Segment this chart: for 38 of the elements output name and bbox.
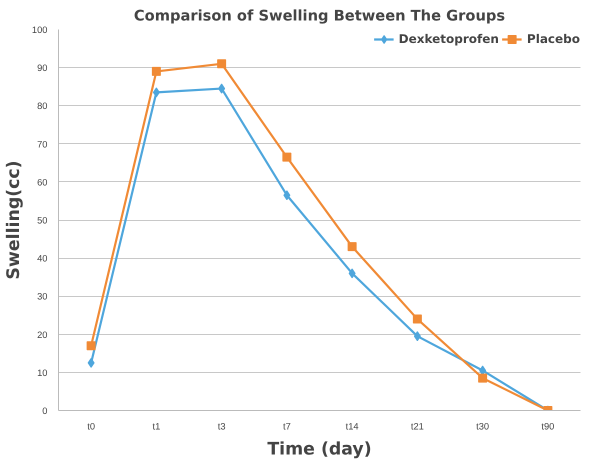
x-tick-label: t90	[541, 422, 554, 432]
y-tick-label: 60	[37, 177, 48, 188]
point	[152, 87, 160, 98]
x-tick-label: t14	[346, 422, 359, 432]
y-tick-label: 100	[32, 25, 48, 35]
point	[282, 152, 292, 162]
x-axis-title: Time (day)	[267, 440, 372, 460]
y-tick-label: 30	[37, 292, 48, 302]
x-tick-label: t3	[218, 422, 226, 432]
y-tick-label: 50	[37, 216, 48, 226]
point	[414, 331, 421, 342]
point	[478, 374, 488, 383]
y-tick-label: 40	[37, 254, 48, 264]
point	[152, 66, 161, 76]
point	[283, 190, 290, 200]
x-tick-label: t1	[152, 422, 160, 432]
legend-label: Dexketoprofen	[398, 32, 499, 46]
point	[86, 341, 96, 350]
point	[348, 242, 357, 252]
point	[88, 358, 95, 368]
y-tick-label: 70	[37, 139, 48, 150]
point	[218, 84, 226, 94]
point	[348, 268, 356, 278]
x-tick-label: t30	[476, 422, 490, 432]
x-tick-label: t0	[87, 422, 96, 432]
point	[479, 365, 486, 376]
y-tick-label: 80	[37, 101, 48, 112]
y-tick-label: 90	[37, 63, 48, 74]
y-axis-title: Swelling(cc)	[4, 160, 24, 280]
x-tick-label: t7	[282, 422, 291, 432]
point	[217, 59, 226, 68]
legend-label: Placebo	[526, 32, 580, 46]
x-tick-label: t21	[410, 422, 424, 432]
y-tick-label: 10	[37, 368, 48, 378]
y-tick-label: 20	[37, 330, 48, 340]
chart-title: Comparison of Swelling Between The Groups	[134, 8, 506, 24]
y-tick-label: 0	[42, 406, 48, 416]
point	[412, 314, 422, 324]
